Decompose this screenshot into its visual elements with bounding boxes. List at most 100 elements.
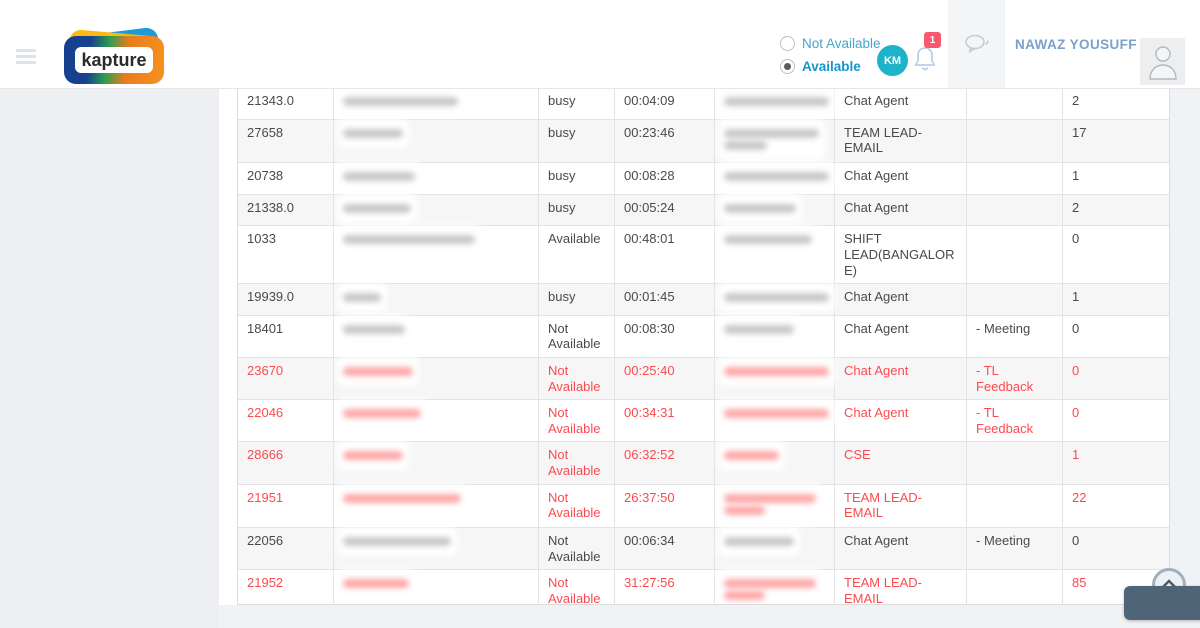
count-cell: 0 (1072, 320, 1080, 336)
agents-table: 21343.0 busy 00:04:09 Chat Agent 2 27658 busy 0… (237, 88, 1170, 605)
status-cell: busy (539, 194, 615, 226)
supervisor-cell (715, 400, 835, 442)
table-row[interactable]: 21952 Not Available 31:27:56 TEAM LEAD- EMA… (238, 570, 1169, 604)
supervisor-blur (724, 128, 819, 138)
agent-id-cell: 21952 (238, 570, 334, 604)
redacted-supervisor (724, 362, 829, 380)
supervisor-blur (724, 324, 794, 334)
agent-id-cell: 22046 (238, 400, 334, 442)
supervisor-blur (724, 293, 829, 303)
sub-status-cell (967, 484, 1063, 528)
supervisor-cell (715, 88, 835, 119)
table-row[interactable]: 19939.0 busy 00:01:45 Chat Agent 1 (238, 284, 1169, 316)
duration-cell: 00:34:31 (615, 400, 715, 442)
redacted-name (343, 405, 421, 423)
table-row[interactable]: 18401 Not Available 00:08:30 Chat Agent - Me… (238, 315, 1169, 358)
duration-cell: 00:23:46 (615, 119, 715, 163)
duration-cell: 06:32:52 (615, 442, 715, 484)
name-blur (343, 172, 415, 182)
notifications-button[interactable]: 1 (912, 32, 942, 78)
chat-bubble-icon (964, 34, 989, 53)
user-name[interactable]: NAWAZ YOUSUFF KHAN (1015, 36, 1182, 52)
user-initials-avatar[interactable]: KM (877, 45, 908, 76)
agent-id-cell: 21338.0 (238, 194, 334, 226)
supervisor-cell (715, 570, 835, 604)
sub-status-cell (967, 570, 1063, 604)
supervisor-blur (724, 97, 829, 106)
role-cell: Chat Agent (835, 528, 967, 570)
duration-cell: 00:01:45 (615, 284, 715, 315)
sub-status-cell: - TL Feedback (967, 357, 1063, 400)
chat-button[interactable] (948, 0, 1005, 88)
name-blur (343, 235, 475, 245)
sub-status-cell (967, 284, 1063, 315)
count-cell: 0 (1072, 533, 1080, 549)
table-row[interactable]: 1033 Available 00:48:01 SHIFT LEAD(BANGALOR… (238, 226, 1169, 285)
agent-name-cell (334, 163, 539, 194)
redacted-name (343, 362, 413, 380)
agent-name-cell (334, 226, 539, 284)
radio-available[interactable]: Available (780, 59, 881, 74)
kapture-logo[interactable]: kapture (58, 26, 170, 89)
count-cell: 85 (1072, 575, 1087, 591)
table-row[interactable]: 21951 Not Available 26:37:50 TEAM LEAD- EMA… (238, 484, 1169, 529)
supervisor-blur (724, 203, 796, 213)
redacted-name (343, 231, 475, 249)
table-row[interactable]: 20738 busy 00:08:28 Chat Agent 1 (238, 163, 1169, 195)
duration-cell: 00:08:28 (615, 163, 715, 194)
table-row[interactable]: 27658 busy 00:23:46 TEAM LEAD- EMAIL 17 (238, 119, 1169, 164)
count-cell: 17 (1072, 124, 1087, 140)
table-row[interactable]: 28666 Not Available 06:32:52 CSE 1 (238, 442, 1169, 485)
supervisor-blur (724, 235, 812, 245)
table-row[interactable]: 23670 Not Available 00:25:40 Chat Agent - TL… (238, 357, 1169, 401)
count-cell: 1 (1072, 289, 1080, 305)
count-cell: 0 (1072, 362, 1080, 378)
duration-cell: 00:25:40 (615, 357, 715, 400)
radio-circle-selected-icon[interactable] (780, 59, 795, 74)
agent-name-cell (334, 570, 539, 604)
supervisor-cell (715, 315, 835, 357)
agent-id-cell: 1033 (238, 226, 334, 284)
notification-badge: 1 (924, 32, 941, 48)
menu-icon[interactable] (16, 49, 36, 64)
table-row[interactable]: 22046 Not Available 00:34:31 Chat Agent - TL… (238, 400, 1169, 443)
radio-circle-icon[interactable] (780, 36, 795, 51)
user-avatar[interactable] (1140, 38, 1185, 85)
name-blur (343, 366, 413, 376)
supervisor-cell (715, 119, 835, 163)
supervisor-blur (724, 366, 829, 376)
count-cell: 1 (1072, 168, 1080, 184)
table-left-gutter (219, 88, 237, 605)
table-row[interactable]: 22056 Not Available 00:06:34 Chat Agent - Me… (238, 528, 1169, 571)
status-cell: Not Available (539, 400, 615, 442)
redacted-supervisor (724, 489, 816, 519)
redacted-supervisor (724, 93, 829, 110)
role-cell: TEAM LEAD- EMAIL (835, 119, 967, 163)
duration-cell: 00:04:09 (615, 88, 715, 119)
redacted-supervisor (724, 124, 819, 154)
sub-status-cell (967, 226, 1063, 284)
duration-cell: 00:48:01 (615, 226, 715, 284)
sub-status-cell: - Meeting (967, 315, 1063, 357)
radio-not-available[interactable]: Not Available (780, 36, 881, 51)
status-cell: busy (539, 119, 615, 163)
supervisor-blur (724, 537, 794, 547)
logo-text: kapture (81, 49, 147, 70)
table-row[interactable]: 21338.0 busy 00:05:24 Chat Agent 2 (238, 194, 1169, 227)
count-cell: 2 (1072, 93, 1080, 108)
role-cell: Chat Agent (835, 284, 967, 315)
agent-name-cell (334, 284, 539, 315)
redacted-name (343, 168, 415, 186)
agent-id-cell: 27658 (238, 119, 334, 163)
supervisor-cell (715, 194, 835, 226)
status-cell: Not Available (539, 315, 615, 357)
person-icon (1148, 45, 1177, 80)
role-cell: Chat Agent (835, 357, 967, 400)
redacted-supervisor (724, 289, 829, 307)
table-row[interactable]: 21343.0 busy 00:04:09 Chat Agent 2 (238, 88, 1169, 120)
redacted-name (343, 447, 403, 465)
sub-status-cell: - Meeting (967, 528, 1063, 570)
corner-action-button[interactable] (1124, 586, 1200, 620)
redacted-supervisor (724, 320, 794, 338)
